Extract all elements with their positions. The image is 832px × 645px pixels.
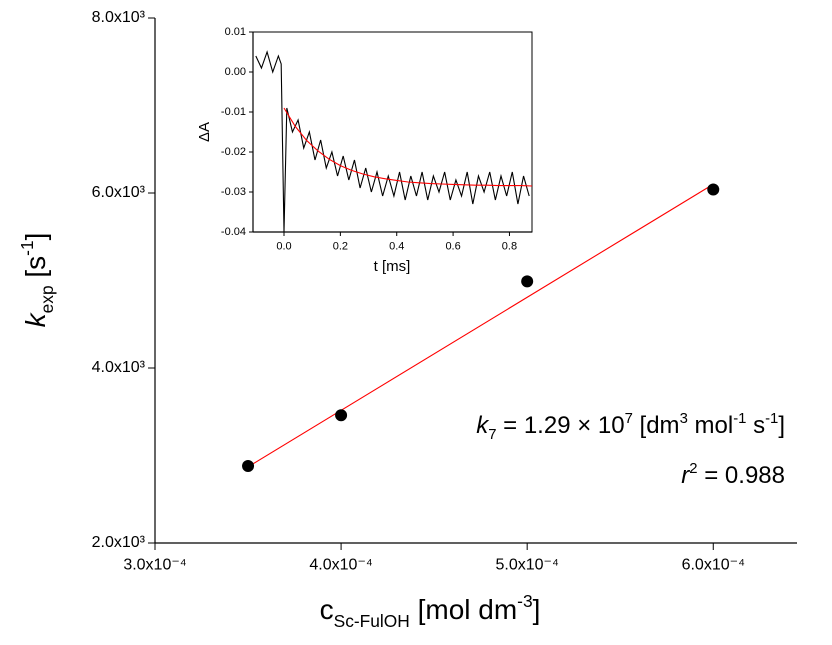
data-line [247, 183, 714, 468]
y-tick-label: 0.01 [225, 26, 246, 38]
y-axis-label-part: exp [37, 285, 57, 313]
x-tick-label: 6.0x10⁻⁴ [682, 556, 745, 573]
annotation-part: s [746, 412, 765, 439]
y-tick-label: -0.02 [221, 146, 246, 158]
annotation-part: k [476, 412, 490, 439]
y-axis-label-part: k [20, 311, 51, 327]
annotation-part: 7 [625, 411, 633, 427]
x-tick-label: 3.0x10⁻⁴ [123, 556, 186, 573]
annotation-part: -1 [733, 411, 746, 427]
annotation: r2 = 0.988 [681, 461, 785, 489]
x-tick-label: 0.0 [276, 240, 291, 252]
x-axis-label: t [ms] [374, 258, 411, 275]
inset-frame [252, 31, 533, 233]
annotation-part: 2 [689, 461, 697, 477]
annotation-part: = 0.988 [698, 462, 785, 489]
data-point [242, 460, 255, 472]
data-point [521, 275, 534, 288]
y-axis-label: ΔA [196, 122, 213, 142]
y-axis-label-part: ΔA [196, 122, 213, 142]
y-tick-label: -0.04 [221, 226, 246, 238]
y-axis-label-part: -1 [17, 240, 37, 255]
annotation-part: 3 [680, 411, 688, 427]
y-tick-label: 2.0x10³ [92, 534, 146, 551]
data-point [707, 183, 720, 196]
x-tick-label: 4.0x10⁻⁴ [309, 556, 372, 573]
annotation-part: 7 [488, 427, 496, 443]
x-axis-label-part: -3 [517, 591, 532, 611]
annotation: k7 = 1.29 × 107 [dm3 mol-1 s-1] [476, 411, 785, 443]
x-tick-label: 0.2 [333, 240, 348, 252]
x-axis-label-part: c [320, 594, 334, 625]
annotation-part: mol [688, 412, 733, 439]
data-point [335, 409, 348, 422]
y-tick-label: -0.03 [221, 186, 246, 198]
x-tick-label: 5.0x10⁻⁴ [495, 556, 558, 573]
y-axis-label: kexp [s-1] [17, 233, 57, 328]
x-tick-label: 0.4 [389, 240, 404, 252]
y-tick-label: 4.0x10³ [92, 359, 146, 376]
annotation-part: ] [778, 412, 785, 439]
y-tick-label: -0.01 [221, 106, 246, 118]
y-tick-label: 8.0x10³ [92, 9, 146, 26]
y-axis-label-part: ] [20, 233, 51, 241]
annotation-part: [dm [633, 412, 680, 439]
x-axis-label: cSc-FulOH [mol dm-3] [320, 591, 541, 631]
data-line [283, 107, 533, 187]
y-tick-label: 6.0x10³ [92, 184, 146, 201]
x-axis-label-part: [mol dm [410, 594, 517, 625]
annotation-part: = 1.29 × 10 [496, 412, 624, 439]
annotation-part: r [681, 462, 690, 489]
y-axis-label-part: [s [20, 256, 51, 286]
x-tick-label: 0.8 [502, 240, 517, 252]
x-axis-label-part: t [ms] [374, 258, 411, 275]
x-axis-label-part: Sc-FulOH [334, 611, 410, 631]
y-tick-label: 0.00 [225, 66, 246, 78]
x-axis-label-part: ] [533, 594, 541, 625]
x-tick-label: 0.6 [445, 240, 460, 252]
annotation-part: -1 [765, 411, 778, 427]
data-line [255, 50, 530, 233]
